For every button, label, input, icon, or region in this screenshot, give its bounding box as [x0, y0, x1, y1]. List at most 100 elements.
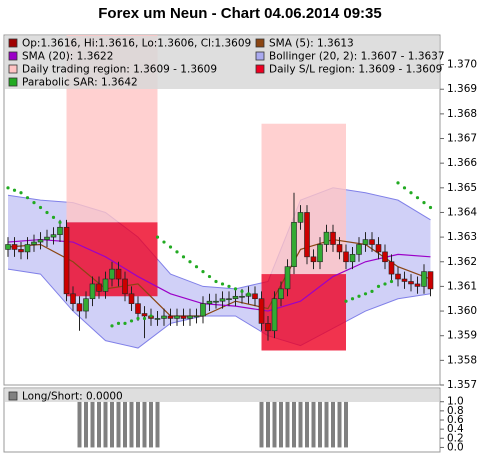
- y-tick-label: 1.368: [447, 108, 477, 120]
- legend-swatch: [8, 38, 18, 48]
- y-tick-label: 1.358: [447, 354, 477, 366]
- sar-dot: [396, 181, 400, 185]
- bar: [272, 401, 277, 448]
- legend-swatch: [255, 38, 265, 48]
- bar: [311, 401, 316, 448]
- bar: [331, 401, 335, 448]
- candle-body: [271, 298, 278, 332]
- candle-body: [24, 244, 31, 253]
- y-tick-label: 0.6: [447, 414, 464, 426]
- sar-dot: [214, 279, 218, 284]
- bar: [103, 401, 108, 448]
- y-tick-label: 1.359: [447, 330, 477, 342]
- bar: [77, 401, 82, 448]
- sar-dot: [220, 282, 225, 286]
- bar: [344, 401, 348, 448]
- candle-body: [369, 239, 375, 245]
- sar-dot: [116, 321, 121, 325]
- candle-body: [83, 298, 89, 312]
- sar-dot: [357, 294, 361, 298]
- sar-dot: [149, 314, 153, 318]
- bar: [116, 401, 121, 448]
- candle-body: [122, 278, 128, 295]
- legend-label: Daily trading region: 1.3609 - 1.3609: [22, 64, 217, 76]
- y-tick-label: 1.357: [447, 379, 477, 391]
- sar-dot: [32, 201, 36, 205]
- candle-body: [37, 239, 44, 243]
- candle-body: [219, 298, 226, 302]
- candle-body: [57, 226, 63, 235]
- candle-body: [200, 303, 206, 317]
- candle-body: [323, 231, 330, 245]
- candle-body: [76, 303, 83, 312]
- sar-dot: [162, 240, 166, 244]
- bar: [90, 401, 95, 448]
- candle-body: [258, 298, 265, 324]
- candle-body: [135, 303, 141, 314]
- bar: [142, 401, 147, 448]
- candle-body: [356, 244, 362, 255]
- candle-body: [174, 315, 180, 319]
- legend-label: Parabolic SAR: 1.3642: [22, 77, 138, 89]
- candle-body: [232, 295, 239, 300]
- candle-body: [161, 315, 167, 319]
- bar: [298, 401, 303, 448]
- sar-dot: [129, 319, 134, 323]
- bar: [110, 401, 114, 448]
- sar-dot: [194, 265, 199, 269]
- y-tick-label: 0.8: [447, 405, 464, 417]
- candle-body: [408, 281, 414, 285]
- sar-dot: [25, 196, 30, 200]
- legend-label: Op:1.3616, Hi:1.3616, Lo:1.3606, Cl:1.36…: [22, 38, 251, 50]
- sar-dot: [344, 299, 348, 303]
- sar-dot: [240, 289, 244, 293]
- legend-label: Long/Short: 0.0000: [22, 391, 123, 403]
- sar-dot: [142, 316, 147, 321]
- candle-body: [427, 271, 434, 290]
- sar-dot: [168, 245, 173, 249]
- legend: Long/Short: 0.0000: [5, 389, 439, 403]
- lower-plot: [77, 401, 348, 448]
- sar-dot: [402, 186, 407, 190]
- candle-body: [193, 315, 200, 318]
- bar: [279, 401, 283, 448]
- bar: [305, 401, 309, 448]
- candle-body: [96, 283, 102, 292]
- sar-dot: [12, 188, 17, 192]
- candle-body: [291, 222, 297, 267]
- bar: [337, 401, 342, 448]
- y-tick-label: 0.0: [447, 441, 464, 453]
- y-tick-label: 1.360: [447, 305, 477, 317]
- sar-dot: [123, 321, 127, 325]
- sar-dot: [45, 210, 49, 215]
- legend-swatch: [8, 64, 18, 74]
- candle-body: [226, 298, 232, 301]
- candle-body: [239, 295, 245, 298]
- candle-body: [102, 278, 109, 292]
- main-plot: [5, 35, 434, 351]
- candle-body: [278, 288, 284, 300]
- legend-label: Daily S/L region: 1.3609 - 1.3609: [269, 64, 442, 76]
- candle-body: [304, 212, 310, 258]
- y-axis: 1.357 1.358 1.359 1.360 1.361 1.362 1.363 1.364…: [440, 59, 477, 391]
- bar: [136, 401, 140, 448]
- bar: [318, 401, 322, 448]
- candle-body: [70, 293, 76, 304]
- sar-dot: [415, 196, 420, 200]
- candle-body: [349, 254, 356, 263]
- sar-dot: [38, 205, 43, 210]
- y-tick-label: 1.369: [447, 83, 477, 95]
- chart-title: Forex um Neun - Chart 04.06.2014 09:35: [98, 5, 381, 22]
- candle-body: [395, 273, 401, 280]
- bar: [129, 401, 134, 448]
- candle-body: [336, 244, 343, 253]
- candle-body: [375, 244, 382, 253]
- candle-body: [63, 226, 70, 295]
- sar-dot: [227, 284, 231, 289]
- legend: Op:1.3616, Hi:1.3616, Lo:1.3606, Cl:1.36…: [5, 36, 445, 89]
- candle-body: [141, 313, 148, 317]
- candle-body: [89, 283, 96, 300]
- sar-dot: [155, 235, 160, 239]
- candle-body: [284, 266, 291, 290]
- sar-dot: [6, 186, 10, 190]
